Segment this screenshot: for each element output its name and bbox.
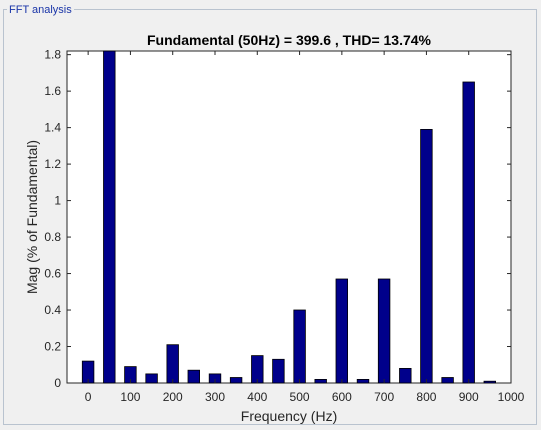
- bar-200hz: [166, 344, 179, 384]
- y-tick-label: 0.4: [44, 303, 61, 317]
- bar-700hz: [377, 278, 391, 384]
- chart-title: Fundamental (50Hz) = 399.6 , THD= 13.74%: [147, 32, 432, 48]
- bar-650hz: [356, 378, 370, 384]
- bar-150hz: [145, 373, 158, 384]
- x-tick-label: 900: [459, 390, 479, 404]
- x-axis-label: Frequency (Hz): [241, 408, 337, 424]
- y-tick-label: 1.6: [44, 84, 61, 98]
- bar-450hz: [272, 358, 285, 384]
- x-tick-label: 0: [85, 390, 92, 404]
- y-tick-label: 1.2: [44, 157, 61, 171]
- x-tick-label: 600: [332, 390, 352, 404]
- bar-50hz: [103, 50, 116, 384]
- bar-800hz: [420, 128, 433, 384]
- y-axis-label: Mag (% of Fundamental): [24, 140, 40, 294]
- y-tick-label: 1.4: [44, 121, 61, 135]
- x-tick-label: 400: [247, 390, 267, 404]
- y-tick-label: 0.6: [44, 267, 61, 281]
- y-tick-label: 0.2: [44, 340, 61, 354]
- bar-850hz: [441, 377, 454, 384]
- x-tick-label: 100: [120, 390, 140, 404]
- panel-title: FFT analysis: [7, 3, 74, 17]
- bar-600hz: [335, 278, 349, 384]
- plot-area: [66, 50, 512, 384]
- bar-250hz: [187, 369, 201, 384]
- bar-950hz: [483, 380, 497, 384]
- bar-550hz: [314, 378, 327, 384]
- y-tick-label: 1.8: [44, 48, 61, 62]
- bar-400hz: [251, 355, 264, 384]
- bar-900hz: [462, 81, 475, 384]
- bar-750hz: [399, 367, 412, 384]
- x-tick-label: 200: [163, 390, 183, 404]
- bar-350hz: [229, 377, 243, 384]
- x-tick-label: 1000: [498, 390, 525, 404]
- y-tick-label: 0: [54, 376, 61, 390]
- y-tick-label: 1: [54, 194, 61, 208]
- y-tick-label: 0.8: [44, 230, 61, 244]
- fft-analysis-panel: [3, 9, 537, 425]
- x-tick-label: 300: [205, 390, 225, 404]
- x-tick-label: 500: [290, 390, 310, 404]
- x-tick-label: 700: [374, 390, 394, 404]
- bar-500hz: [293, 309, 306, 384]
- x-tick-label: 800: [416, 390, 436, 404]
